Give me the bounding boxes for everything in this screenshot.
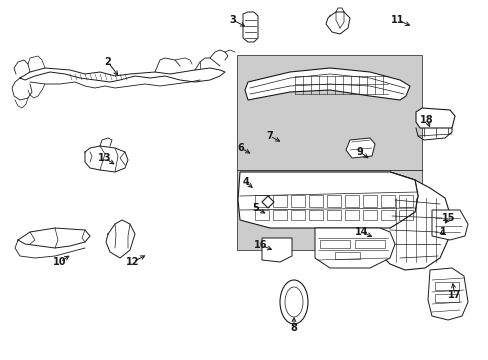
Text: 8: 8: [290, 323, 297, 333]
Bar: [308, 195, 323, 207]
Bar: [272, 210, 286, 220]
Polygon shape: [415, 108, 454, 128]
Text: 15: 15: [441, 213, 455, 223]
Bar: [326, 210, 340, 220]
Text: 18: 18: [419, 115, 433, 125]
Bar: [398, 195, 412, 207]
Text: 7: 7: [266, 131, 273, 141]
Bar: [272, 195, 286, 207]
Bar: [398, 210, 412, 220]
Bar: [254, 210, 268, 220]
Text: 11: 11: [390, 15, 404, 25]
Polygon shape: [244, 68, 409, 100]
Text: 6: 6: [237, 143, 244, 153]
Text: 17: 17: [447, 290, 461, 300]
Ellipse shape: [285, 287, 303, 317]
Bar: [345, 210, 358, 220]
Bar: [290, 210, 305, 220]
Text: 3: 3: [229, 15, 236, 25]
Text: 14: 14: [354, 227, 368, 237]
Text: 5: 5: [252, 203, 259, 213]
Text: 9: 9: [356, 147, 363, 157]
Bar: [362, 195, 376, 207]
Bar: [434, 294, 458, 302]
Bar: [334, 252, 359, 259]
Bar: [237, 170, 421, 250]
Bar: [434, 282, 458, 290]
Text: 13: 13: [98, 153, 112, 163]
Polygon shape: [427, 268, 467, 320]
Text: 4: 4: [242, 177, 249, 187]
Text: 2: 2: [104, 57, 111, 67]
Polygon shape: [262, 196, 273, 208]
Bar: [308, 210, 323, 220]
Text: 10: 10: [53, 257, 67, 267]
Bar: [326, 195, 340, 207]
Bar: [362, 210, 376, 220]
Polygon shape: [243, 12, 258, 42]
Polygon shape: [431, 210, 467, 240]
Bar: [345, 195, 358, 207]
Bar: [254, 195, 268, 207]
Ellipse shape: [280, 280, 307, 324]
Bar: [380, 210, 394, 220]
Polygon shape: [238, 172, 417, 228]
Bar: [237, 55, 421, 170]
Bar: [290, 195, 305, 207]
Bar: [354, 240, 384, 248]
Bar: [319, 240, 349, 248]
Polygon shape: [374, 172, 449, 270]
Text: 12: 12: [126, 257, 140, 267]
Bar: [380, 195, 394, 207]
Polygon shape: [346, 138, 374, 158]
Polygon shape: [262, 238, 291, 262]
Polygon shape: [314, 228, 394, 268]
Text: 1: 1: [439, 227, 446, 237]
Text: 16: 16: [254, 240, 267, 250]
